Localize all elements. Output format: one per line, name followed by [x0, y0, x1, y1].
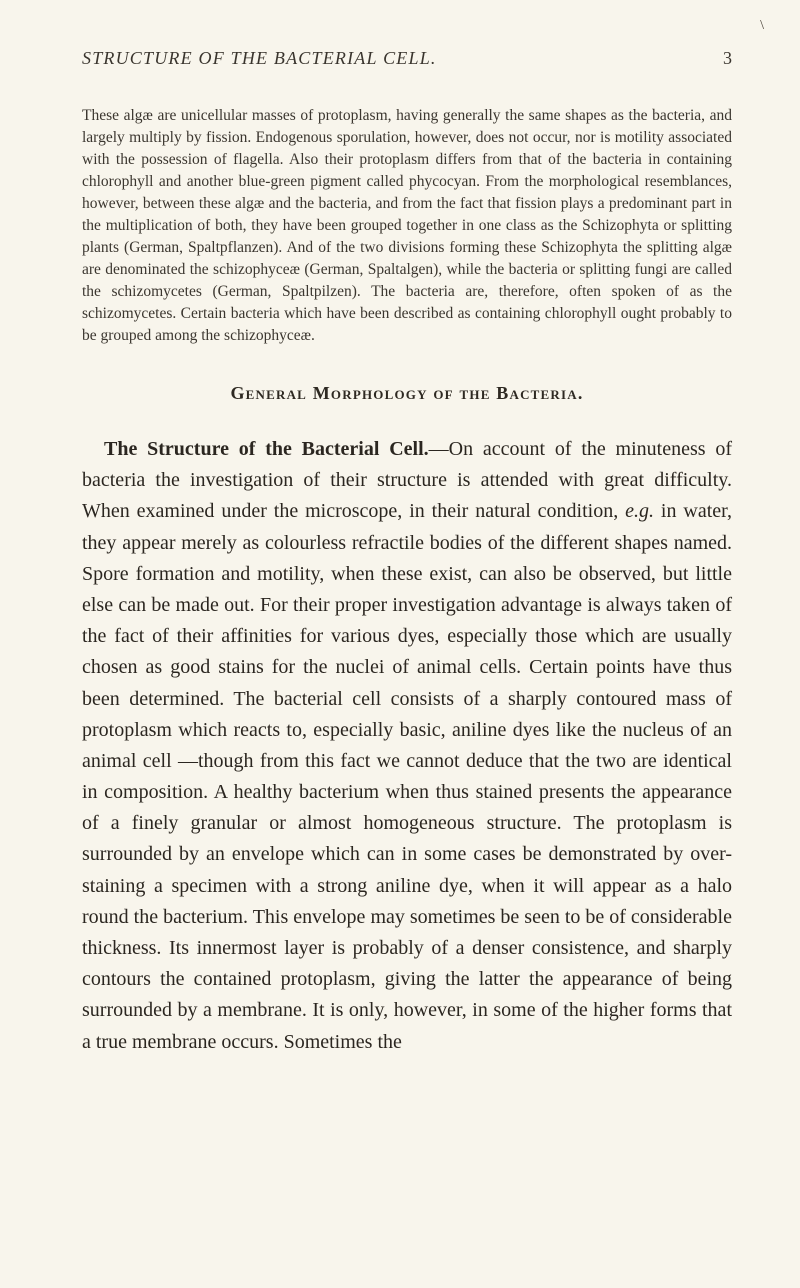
- corner-mark: \: [760, 18, 764, 34]
- eg-italic: e.g.: [625, 500, 654, 522]
- running-title: STRUCTURE OF THE BACTERIAL CELL.: [82, 48, 437, 69]
- intro-paragraph: These algæ are unicellular masses of pro…: [82, 105, 732, 347]
- page-header: STRUCTURE OF THE BACTERIAL CELL. 3: [82, 48, 732, 69]
- body-paragraph: The Structure of the Bacterial Cell.—On …: [82, 434, 732, 1058]
- page-number: 3: [723, 48, 732, 69]
- section-heading: General Morphology of the Bacteria.: [82, 383, 732, 404]
- paragraph-title: The Structure of the Bacterial Cell.: [104, 438, 429, 460]
- body-text-after: in water, they appear merely as colourle…: [82, 500, 732, 1052]
